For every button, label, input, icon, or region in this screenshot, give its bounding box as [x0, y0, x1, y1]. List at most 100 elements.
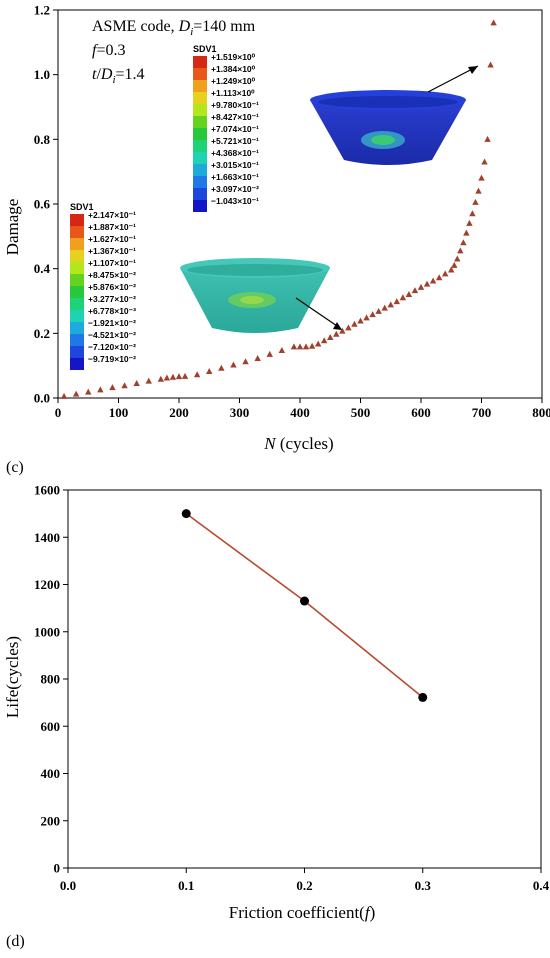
contour-legend-swatch [193, 176, 207, 188]
damage-y-tick-label: 1.2 [34, 3, 50, 18]
damage-data-point [369, 311, 376, 318]
contour-legend-value: +1.663×10⁻¹ [211, 172, 259, 182]
damage-data-point [296, 343, 304, 350]
contour-legend-swatch [70, 214, 84, 226]
life-series [181, 509, 428, 702]
damage-data-point [121, 382, 128, 389]
life-y-tick-label: 800 [41, 672, 61, 687]
damage-data-point [157, 375, 165, 382]
contour-legend-value: +9.780×10⁻¹ [211, 100, 259, 110]
life-y-tick-label: 1000 [34, 624, 60, 639]
damage-data-point [478, 174, 485, 181]
damage-data-point [393, 298, 400, 305]
contour-legend-value: +1.249×10⁰ [211, 76, 256, 86]
life-data-point [418, 692, 428, 702]
damage-data-point [463, 229, 470, 236]
damage-data-point [454, 255, 461, 262]
damage-data-point [308, 342, 316, 349]
damage-data-point [469, 210, 476, 217]
damage-data-point [109, 384, 116, 391]
damage-data-point [60, 392, 68, 399]
damage-x-tick-label: 200 [169, 405, 189, 420]
contour-legend-swatch [70, 262, 84, 274]
damage-data-point [169, 373, 177, 380]
contour-legend-swatch [70, 310, 84, 322]
life-tick-labels: 0.0 0.1 0.2 0.3 0.4 0 200 400 600 800 1000 1200 1400… [34, 483, 550, 894]
contour-legend-swatch [193, 56, 207, 68]
damage-data-point [85, 388, 92, 395]
contour-legend-value: −1.043×10⁻¹ [211, 196, 259, 206]
life-plot-area [63, 489, 542, 873]
contour-legend-value: −1.921×10⁻² [88, 318, 136, 328]
damage-data-point [254, 355, 261, 362]
damage-y-tick-label: 0.8 [34, 132, 51, 147]
contour-legend-swatch [70, 322, 84, 334]
contour-legend-swatch [70, 226, 84, 238]
contour-legend-swatch [193, 80, 207, 92]
life-x-tick-label: 0.2 [296, 878, 312, 893]
damage-data-point [327, 334, 334, 341]
damage-x-tick-label: 500 [351, 405, 371, 420]
damage-data-point [484, 135, 491, 142]
contour-legend-swatch [70, 358, 84, 370]
damage-y-axis-label: Damage [3, 199, 22, 256]
damage-data-point [472, 198, 479, 205]
contour-legend-value: +1.627×10⁻¹ [88, 234, 136, 244]
contour-legend-swatch [70, 238, 84, 250]
damage-x-tick-label: 800 [532, 405, 550, 420]
damage-data-point [375, 307, 382, 314]
contour-legend-swatch [70, 298, 84, 310]
contour-legend-value: +6.778×10⁻³ [88, 306, 136, 316]
contour-legend-value: +7.074×10⁻¹ [211, 124, 259, 134]
life-x-tick-label: 0.0 [60, 878, 76, 893]
contour-legend-swatch [70, 286, 84, 298]
contour-legend-value: −9.719×10⁻² [88, 354, 136, 364]
damage-chart: 0 100 200 300 400 500 600 700 800 0.0 0.2 0.4 0.6 0.8… [3, 3, 550, 477]
damage-data-point [460, 239, 467, 246]
damage-data-point [423, 280, 431, 287]
damage-data-point [448, 266, 455, 273]
damage-data-point [72, 390, 80, 397]
panel-label-d: (d) [6, 933, 25, 950]
life-data-point [300, 596, 309, 606]
damage-x-tick-label: 700 [472, 405, 492, 420]
contour-legend-value: +5.721×10⁻¹ [211, 136, 259, 146]
life-y-tick-label: 200 [41, 813, 61, 828]
damage-data-point [278, 346, 286, 353]
damage-plot-area [53, 9, 543, 403]
contour-legend-title: SDV1 [70, 202, 94, 212]
life-plot-frame [67, 489, 542, 869]
damage-data-point [466, 219, 473, 226]
damage-data-point [435, 274, 443, 281]
contour-legend-swatch [193, 92, 207, 104]
damage-x-tick-label: 400 [290, 405, 310, 420]
life-y-tick-label: 1400 [34, 530, 60, 545]
cone-render-upper [310, 65, 479, 165]
damage-data-point [339, 327, 346, 334]
contour-legend-swatch [70, 346, 84, 358]
contour-legend-value: +3.015×10⁻¹ [211, 160, 259, 170]
contour-legend-value: +1.113×10⁰ [211, 88, 255, 98]
damage-data-point [351, 320, 358, 327]
panel-label-c: (c) [6, 459, 24, 476]
damage-data-point [487, 61, 494, 68]
damage-data-point [175, 373, 183, 380]
contour-legend-value: +1.384×10⁰ [211, 64, 256, 74]
damage-data-point [266, 350, 273, 357]
damage-series [60, 19, 497, 399]
damage-x-tick-label: 100 [109, 405, 129, 420]
damage-y-tick-label: 0.2 [34, 326, 50, 341]
contour-legend-value: +5.876×10⁻² [88, 282, 136, 292]
damage-data-point [490, 19, 497, 26]
life-chart: 0.0 0.1 0.2 0.3 0.4 0 200 400 600 800 1000 1200 1400… [3, 483, 550, 951]
contour-legend-value: +1.887×10⁻¹ [88, 222, 136, 232]
damage-y-tick-label: 0.6 [34, 197, 51, 212]
damage-data-point [381, 304, 388, 311]
annotation-line-1: ASME code, Di=140 mm [92, 18, 256, 38]
cone-render-lower [180, 258, 342, 333]
contour-legend-swatch [70, 250, 84, 262]
damage-data-point [145, 377, 152, 384]
damage-data-point [363, 314, 370, 321]
contour-legend-title: SDV1 [193, 44, 217, 54]
